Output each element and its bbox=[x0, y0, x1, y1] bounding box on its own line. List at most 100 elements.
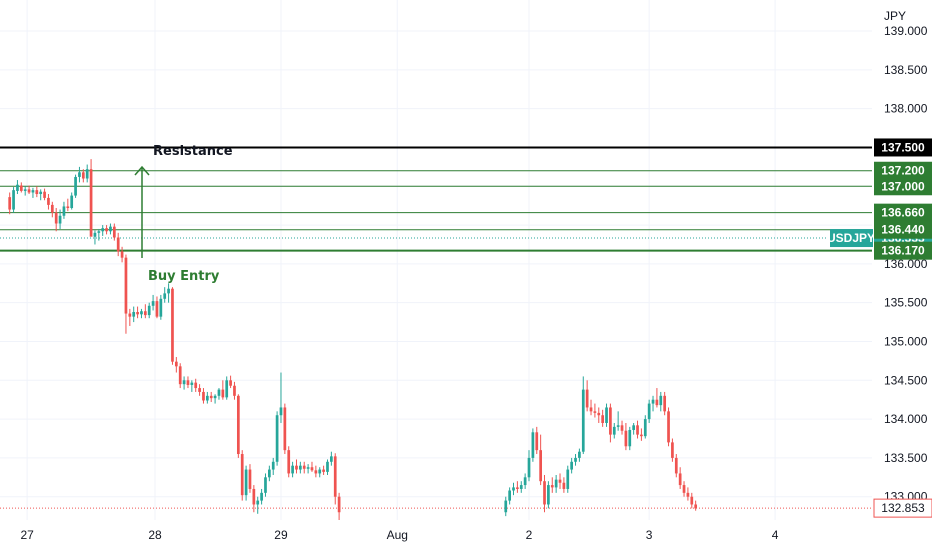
candle-down bbox=[116, 232, 120, 257]
candle-body bbox=[101, 228, 105, 232]
candle-up bbox=[244, 465, 248, 501]
candle-body bbox=[31, 190, 35, 193]
candle-body bbox=[132, 312, 136, 317]
candle-body bbox=[159, 298, 163, 317]
level-tag: 137.000 bbox=[881, 179, 925, 193]
candle-body bbox=[202, 391, 205, 401]
candle-body bbox=[527, 457, 531, 478]
candle-down bbox=[283, 403, 287, 455]
candle-body bbox=[605, 407, 608, 423]
candle-down bbox=[27, 185, 31, 195]
candle-up bbox=[12, 187, 15, 213]
candle-up bbox=[225, 376, 229, 400]
time-axis[interactable]: 27 28 29 Aug 2 3 4 bbox=[20, 528, 778, 542]
candle-body bbox=[205, 395, 209, 401]
candle-body bbox=[225, 380, 229, 398]
candle-down bbox=[8, 192, 12, 215]
candle-body bbox=[252, 488, 256, 505]
candle-down bbox=[202, 388, 205, 404]
x-tick-label: 4 bbox=[772, 528, 779, 542]
candle-body bbox=[143, 311, 147, 316]
candle-body bbox=[209, 395, 213, 399]
candle-body bbox=[632, 425, 636, 430]
candle-up bbox=[267, 465, 271, 482]
candle-body bbox=[190, 382, 194, 385]
candle-down bbox=[54, 208, 58, 232]
candle-body bbox=[640, 434, 643, 437]
candle-body bbox=[58, 215, 62, 224]
candle-body bbox=[244, 469, 248, 496]
y-tick-label: 139.000 bbox=[884, 24, 928, 38]
candle-up bbox=[523, 473, 527, 489]
candle-body bbox=[120, 251, 124, 258]
candle-body bbox=[333, 456, 337, 497]
candle-down bbox=[240, 450, 244, 501]
candle-down bbox=[682, 481, 686, 497]
candle-up bbox=[581, 376, 585, 455]
candle-up bbox=[16, 180, 19, 195]
candle-body bbox=[271, 461, 275, 470]
candle-down bbox=[550, 477, 554, 493]
candle-up bbox=[109, 223, 112, 235]
candle-up bbox=[217, 388, 221, 400]
candle-body bbox=[128, 313, 132, 317]
candle-body bbox=[512, 487, 515, 491]
candle-body bbox=[260, 492, 263, 501]
x-tick-label: 28 bbox=[148, 528, 162, 542]
level-tag: 136.660 bbox=[881, 206, 925, 220]
candle-down bbox=[236, 394, 240, 458]
candle-body bbox=[198, 388, 201, 392]
candle-up bbox=[260, 488, 263, 505]
candle-up bbox=[97, 228, 101, 241]
candle-down bbox=[112, 223, 116, 241]
candle-down bbox=[562, 477, 566, 493]
candle-down bbox=[624, 422, 628, 451]
candle-down bbox=[89, 159, 93, 237]
candle-body bbox=[337, 496, 341, 513]
candle-up bbox=[151, 294, 155, 311]
candle-body bbox=[667, 411, 670, 443]
candle-body bbox=[612, 426, 616, 435]
y-tick-label: 138.000 bbox=[884, 102, 928, 116]
resistance-arrow-head bbox=[134, 165, 150, 176]
candle-up bbox=[519, 481, 523, 493]
candle-up bbox=[547, 481, 550, 509]
candle-body bbox=[554, 479, 558, 488]
candle-down bbox=[609, 403, 612, 443]
candle-body bbox=[578, 451, 581, 458]
candle-down bbox=[636, 420, 639, 439]
candle-body bbox=[589, 407, 593, 412]
candle-up bbox=[147, 302, 151, 319]
candle-down bbox=[120, 246, 124, 263]
candle-body bbox=[516, 487, 519, 489]
candle-down bbox=[287, 446, 291, 478]
candle-body bbox=[89, 169, 93, 237]
candle-down bbox=[558, 473, 562, 489]
candle-up bbox=[140, 308, 143, 319]
candle-body bbox=[314, 470, 318, 474]
price-tags: USDJPY136.333137.500137.200137.000136.66… bbox=[827, 138, 932, 518]
candle-body bbox=[326, 461, 329, 472]
candle-body bbox=[663, 395, 667, 412]
candle-body bbox=[682, 485, 686, 493]
candle-up bbox=[651, 395, 655, 412]
candle-body bbox=[221, 389, 225, 398]
candle-body bbox=[62, 206, 66, 216]
candle-up bbox=[159, 294, 163, 320]
candle-body bbox=[240, 454, 244, 496]
candle-body bbox=[186, 380, 190, 385]
candle-up bbox=[643, 415, 647, 439]
candle-body bbox=[74, 176, 77, 196]
x-tick-label: Aug bbox=[387, 528, 408, 542]
candle-up bbox=[326, 459, 329, 475]
level-tag: 136.170 bbox=[881, 244, 925, 258]
y-tick-label: 133.500 bbox=[884, 451, 928, 465]
candle-body bbox=[81, 172, 85, 179]
candle-body bbox=[136, 312, 139, 315]
candle-down bbox=[620, 420, 624, 435]
candle-body bbox=[147, 305, 151, 316]
candle-body bbox=[609, 407, 612, 435]
candle-down bbox=[136, 306, 139, 319]
y-tick-label: 134.000 bbox=[884, 412, 928, 426]
